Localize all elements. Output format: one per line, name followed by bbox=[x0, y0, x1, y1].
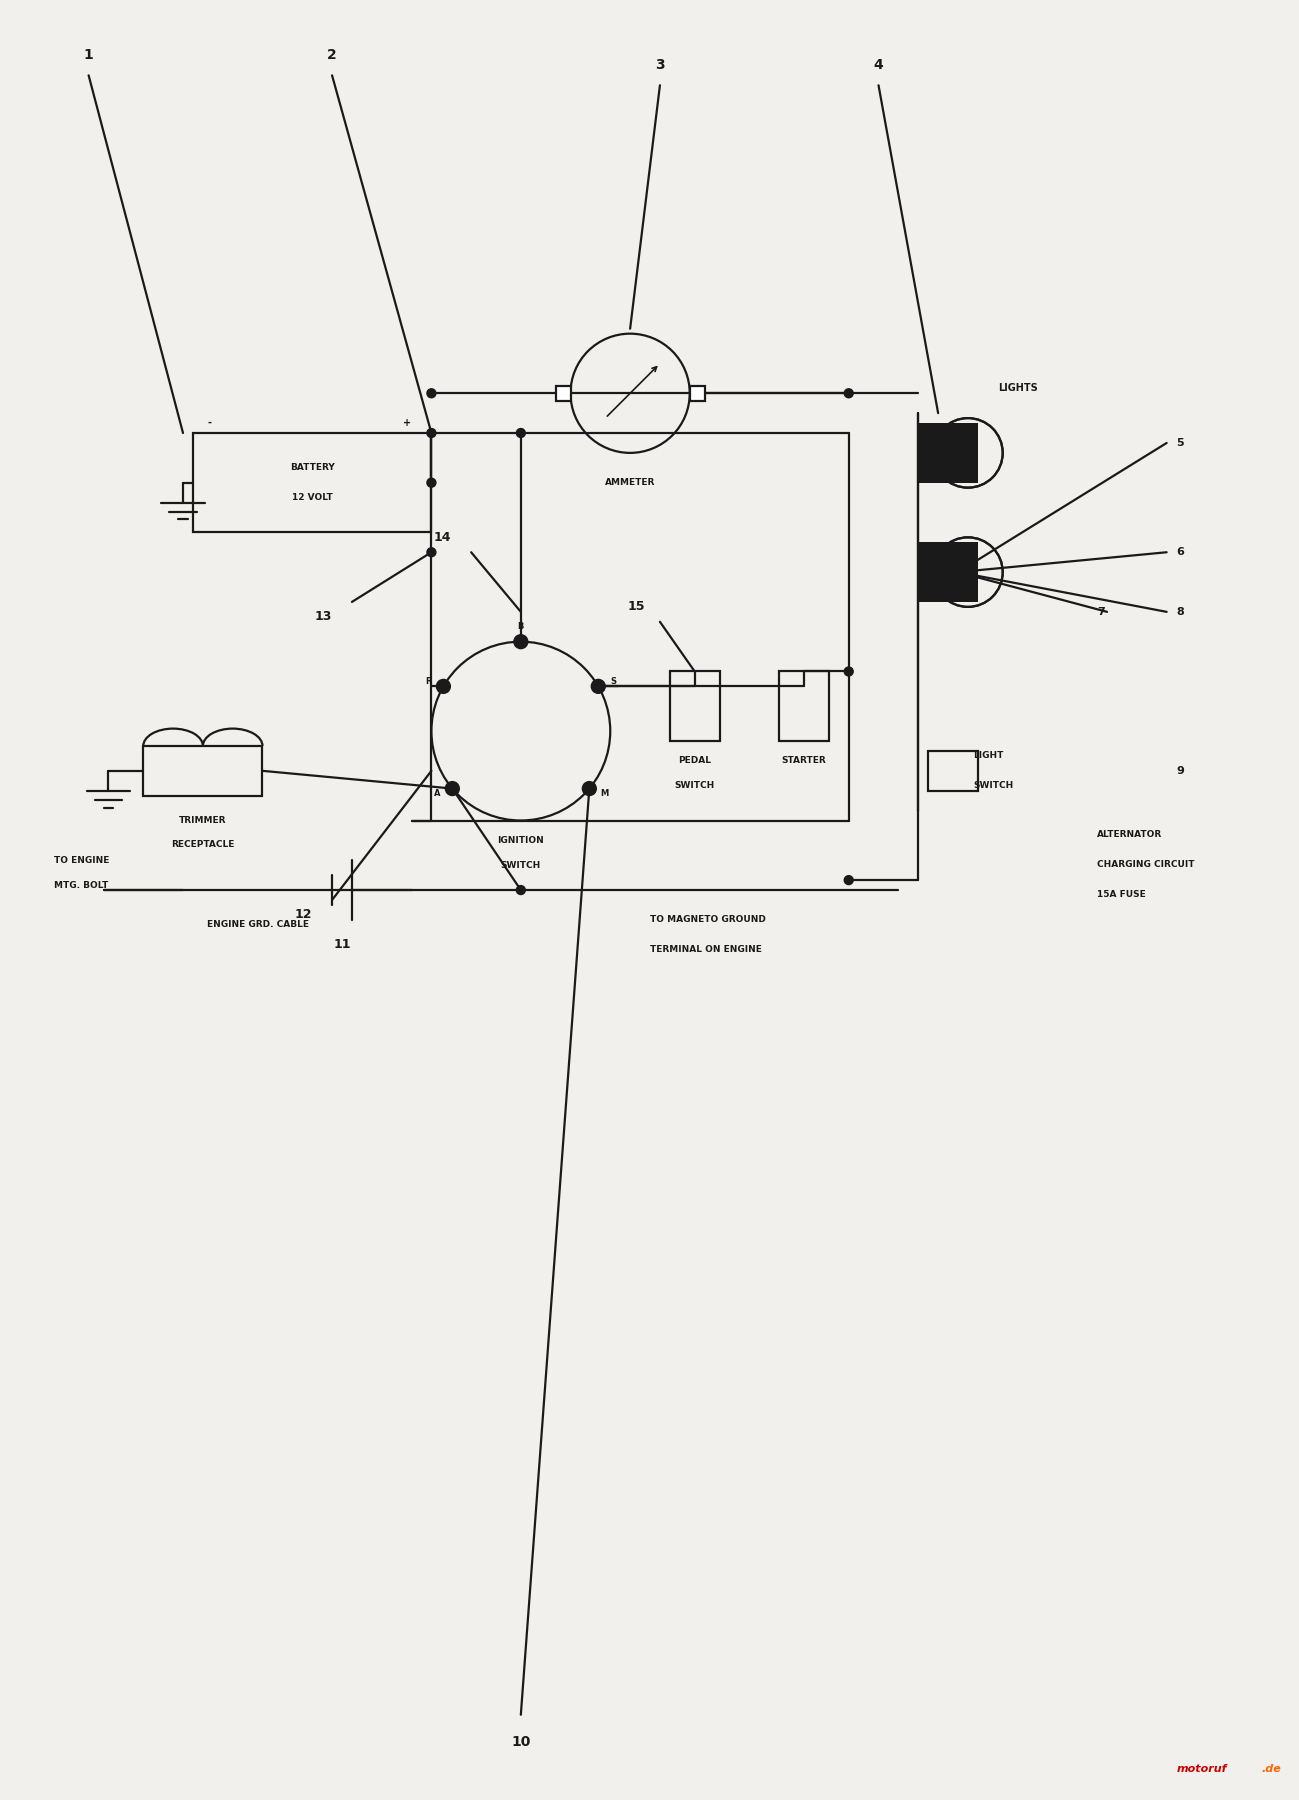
Circle shape bbox=[427, 479, 436, 488]
Text: BATTERY: BATTERY bbox=[290, 463, 335, 472]
Text: CHARGING CIRCUIT: CHARGING CIRCUIT bbox=[1098, 860, 1195, 869]
Circle shape bbox=[844, 875, 853, 884]
Circle shape bbox=[591, 679, 605, 693]
Text: 7: 7 bbox=[1098, 607, 1105, 617]
Text: ENGINE GRD. CABLE: ENGINE GRD. CABLE bbox=[207, 920, 309, 929]
Bar bbox=[556, 385, 570, 401]
Bar bbox=[690, 385, 704, 401]
Text: 12 VOLT: 12 VOLT bbox=[292, 493, 333, 502]
Text: SWITCH: SWITCH bbox=[500, 860, 540, 869]
Text: .de: .de bbox=[1261, 1764, 1281, 1775]
Text: 15A FUSE: 15A FUSE bbox=[1098, 889, 1146, 898]
Text: LIGHTS: LIGHTS bbox=[998, 383, 1038, 392]
Circle shape bbox=[844, 668, 853, 677]
Text: TERMINAL ON ENGINE: TERMINAL ON ENGINE bbox=[650, 945, 763, 954]
Text: 12: 12 bbox=[295, 909, 312, 922]
Text: 14: 14 bbox=[434, 531, 451, 544]
Bar bbox=[143, 745, 262, 796]
Text: R: R bbox=[425, 677, 431, 686]
Text: 8: 8 bbox=[1177, 607, 1185, 617]
Text: 2: 2 bbox=[327, 49, 336, 63]
Text: MTG. BOLT: MTG. BOLT bbox=[53, 880, 108, 889]
Text: A: A bbox=[434, 788, 440, 797]
Text: 1: 1 bbox=[83, 49, 94, 63]
Circle shape bbox=[517, 886, 525, 895]
Circle shape bbox=[517, 428, 525, 437]
Text: S: S bbox=[611, 677, 616, 686]
Circle shape bbox=[952, 567, 964, 578]
Text: 9: 9 bbox=[1177, 765, 1185, 776]
Text: SWITCH: SWITCH bbox=[674, 781, 714, 790]
Text: 15: 15 bbox=[627, 601, 646, 614]
Bar bbox=[670, 671, 720, 742]
Text: +: + bbox=[404, 418, 412, 428]
Circle shape bbox=[436, 679, 451, 693]
Text: TO MAGNETO GROUND: TO MAGNETO GROUND bbox=[650, 914, 766, 923]
Circle shape bbox=[427, 389, 436, 398]
Circle shape bbox=[427, 547, 436, 556]
Circle shape bbox=[844, 389, 853, 398]
Text: 6: 6 bbox=[1177, 547, 1185, 558]
Bar bbox=[929, 751, 978, 790]
Text: LIGHT: LIGHT bbox=[973, 751, 1003, 760]
Text: AMMETER: AMMETER bbox=[605, 477, 655, 486]
Text: -: - bbox=[208, 418, 212, 428]
Bar bbox=[779, 671, 829, 742]
Text: ALTERNATOR: ALTERNATOR bbox=[1098, 830, 1163, 839]
Text: motoruf: motoruf bbox=[1177, 1764, 1228, 1775]
Circle shape bbox=[446, 781, 460, 796]
Text: SWITCH: SWITCH bbox=[973, 781, 1013, 790]
Text: TRIMMER: TRIMMER bbox=[179, 815, 226, 824]
Text: B: B bbox=[517, 623, 523, 632]
Text: 4: 4 bbox=[874, 58, 883, 72]
Text: TO ENGINE: TO ENGINE bbox=[53, 855, 109, 864]
Text: 13: 13 bbox=[314, 610, 333, 623]
Bar bbox=[918, 423, 978, 482]
Circle shape bbox=[514, 635, 527, 648]
Bar bbox=[194, 434, 431, 533]
Text: PEDAL: PEDAL bbox=[678, 756, 712, 765]
Circle shape bbox=[427, 428, 436, 437]
Text: 3: 3 bbox=[655, 58, 665, 72]
Text: STARTER: STARTER bbox=[782, 756, 826, 765]
Text: M: M bbox=[600, 788, 608, 797]
Text: 5: 5 bbox=[1177, 437, 1185, 448]
Text: IGNITION: IGNITION bbox=[498, 835, 544, 844]
Text: RECEPTACLE: RECEPTACLE bbox=[171, 841, 235, 850]
Bar bbox=[918, 542, 978, 601]
Text: 11: 11 bbox=[334, 938, 351, 950]
Text: 10: 10 bbox=[511, 1735, 530, 1748]
Circle shape bbox=[582, 781, 596, 796]
